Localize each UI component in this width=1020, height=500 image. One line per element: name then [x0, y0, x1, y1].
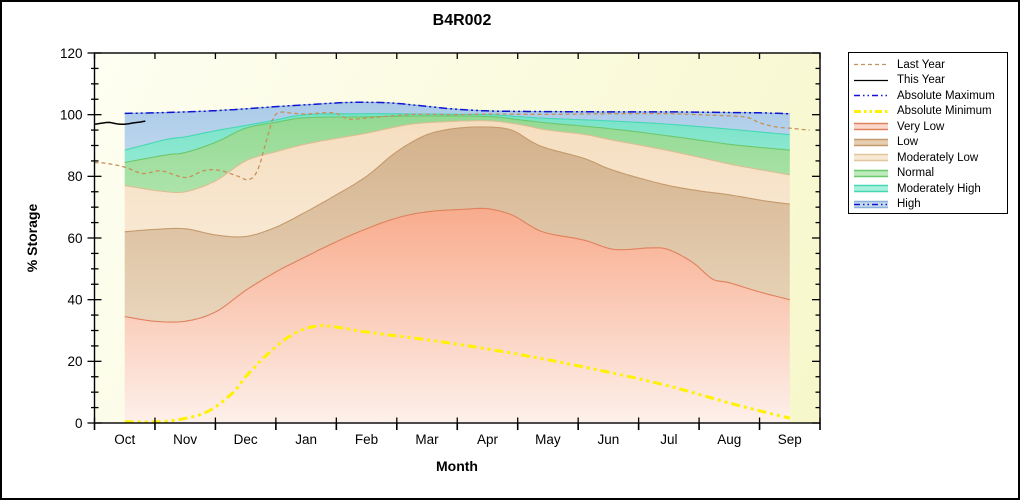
- legend-item-moderately-low: Moderately Low: [849, 150, 1007, 166]
- legend-item-this-year: This Year: [849, 73, 1007, 89]
- svg-text:60: 60: [67, 231, 82, 246]
- legend-label: Low: [897, 136, 919, 149]
- line-absolute-minimum: [124, 324, 791, 424]
- svg-text:100: 100: [60, 107, 83, 122]
- svg-text:80: 80: [67, 169, 82, 184]
- legend-swatch: [854, 200, 888, 209]
- legend-swatch: [854, 122, 888, 131]
- band-edge-very-low: [124, 207, 790, 323]
- legend-swatch: [854, 138, 888, 147]
- band-moderately-high: [124, 113, 790, 163]
- legend-item-last-year: Last Year: [849, 57, 1007, 73]
- axis-ticks: [87, 52, 821, 430]
- svg-text:May: May: [535, 432, 561, 447]
- legend-swatch: [854, 169, 888, 178]
- svg-text:Aug: Aug: [717, 432, 741, 447]
- legend-label: Absolute Minimum: [897, 105, 992, 118]
- percentile-bands: [124, 101, 790, 423]
- line-this-year: [94, 120, 146, 125]
- x-axis-label: Month: [436, 458, 478, 474]
- legend-label: This Year: [897, 74, 945, 87]
- band-edge-normal: [124, 115, 790, 164]
- y-tick-labels: 0 20 40 60 80 100 120: [60, 46, 83, 431]
- legend-item-absolute-maximum: Absolute Maximum: [849, 88, 1007, 104]
- legend-item-low: Low: [849, 135, 1007, 151]
- svg-text:120: 120: [60, 46, 83, 61]
- svg-text:Nov: Nov: [173, 432, 197, 447]
- legend-label: Very Low: [897, 120, 945, 133]
- legend-label: Absolute Maximum: [897, 89, 995, 102]
- y-axis-label: % Storage: [24, 203, 40, 273]
- legend-swatch: [854, 109, 888, 113]
- legend-item-high: High: [849, 197, 1007, 213]
- svg-text:Jan: Jan: [295, 432, 317, 447]
- legend-label: Last Year: [897, 58, 945, 71]
- legend-label: Moderately Low: [897, 151, 979, 164]
- chart-title: B4R002: [432, 12, 492, 29]
- band-normal: [124, 115, 790, 193]
- svg-text:Mar: Mar: [415, 432, 439, 447]
- line-absolute-maximum: [124, 101, 790, 115]
- legend-swatch: [854, 79, 888, 81]
- svg-text:Apr: Apr: [477, 432, 499, 447]
- band-edge-moderately-low: [124, 120, 790, 194]
- legend-item-very-low: Very Low: [849, 119, 1007, 135]
- series-lines: [94, 101, 810, 424]
- band-very-low: [124, 208, 790, 423]
- legend-swatch: [854, 153, 888, 162]
- svg-text:40: 40: [67, 292, 82, 307]
- svg-text:Dec: Dec: [234, 432, 258, 447]
- legend-swatch: [854, 184, 888, 193]
- band-moderately-low: [124, 120, 790, 237]
- legend-label: High: [897, 198, 921, 211]
- legend-swatch: [854, 64, 888, 66]
- legend-label: Moderately High: [897, 182, 981, 195]
- legend-box: Last Year This Year Absolute Maximum Absolu…: [848, 52, 1008, 214]
- svg-text:Jul: Jul: [660, 432, 677, 447]
- svg-text:Sep: Sep: [778, 432, 802, 447]
- band-edge-moderately-high: [124, 113, 790, 151]
- x-tick-labels: Oct Nov Dec Jan Feb Mar Apr May Jun Jul Aug Sep: [114, 432, 802, 447]
- band-edge-low: [124, 126, 790, 238]
- svg-text:0: 0: [75, 416, 83, 431]
- legend-label: Normal: [897, 167, 935, 180]
- svg-text:Feb: Feb: [355, 432, 378, 447]
- legend-item-normal: Normal: [849, 166, 1007, 182]
- svg-text:20: 20: [67, 354, 82, 369]
- legend-item-moderately-high: Moderately High: [849, 181, 1007, 197]
- legend-item-absolute-minimum: Absolute Minimum: [849, 104, 1007, 120]
- svg-text:Jun: Jun: [598, 432, 620, 447]
- svg-text:Oct: Oct: [114, 432, 135, 447]
- legend-swatch: [854, 95, 888, 97]
- line-last-year: [94, 111, 810, 181]
- band-low: [124, 126, 790, 323]
